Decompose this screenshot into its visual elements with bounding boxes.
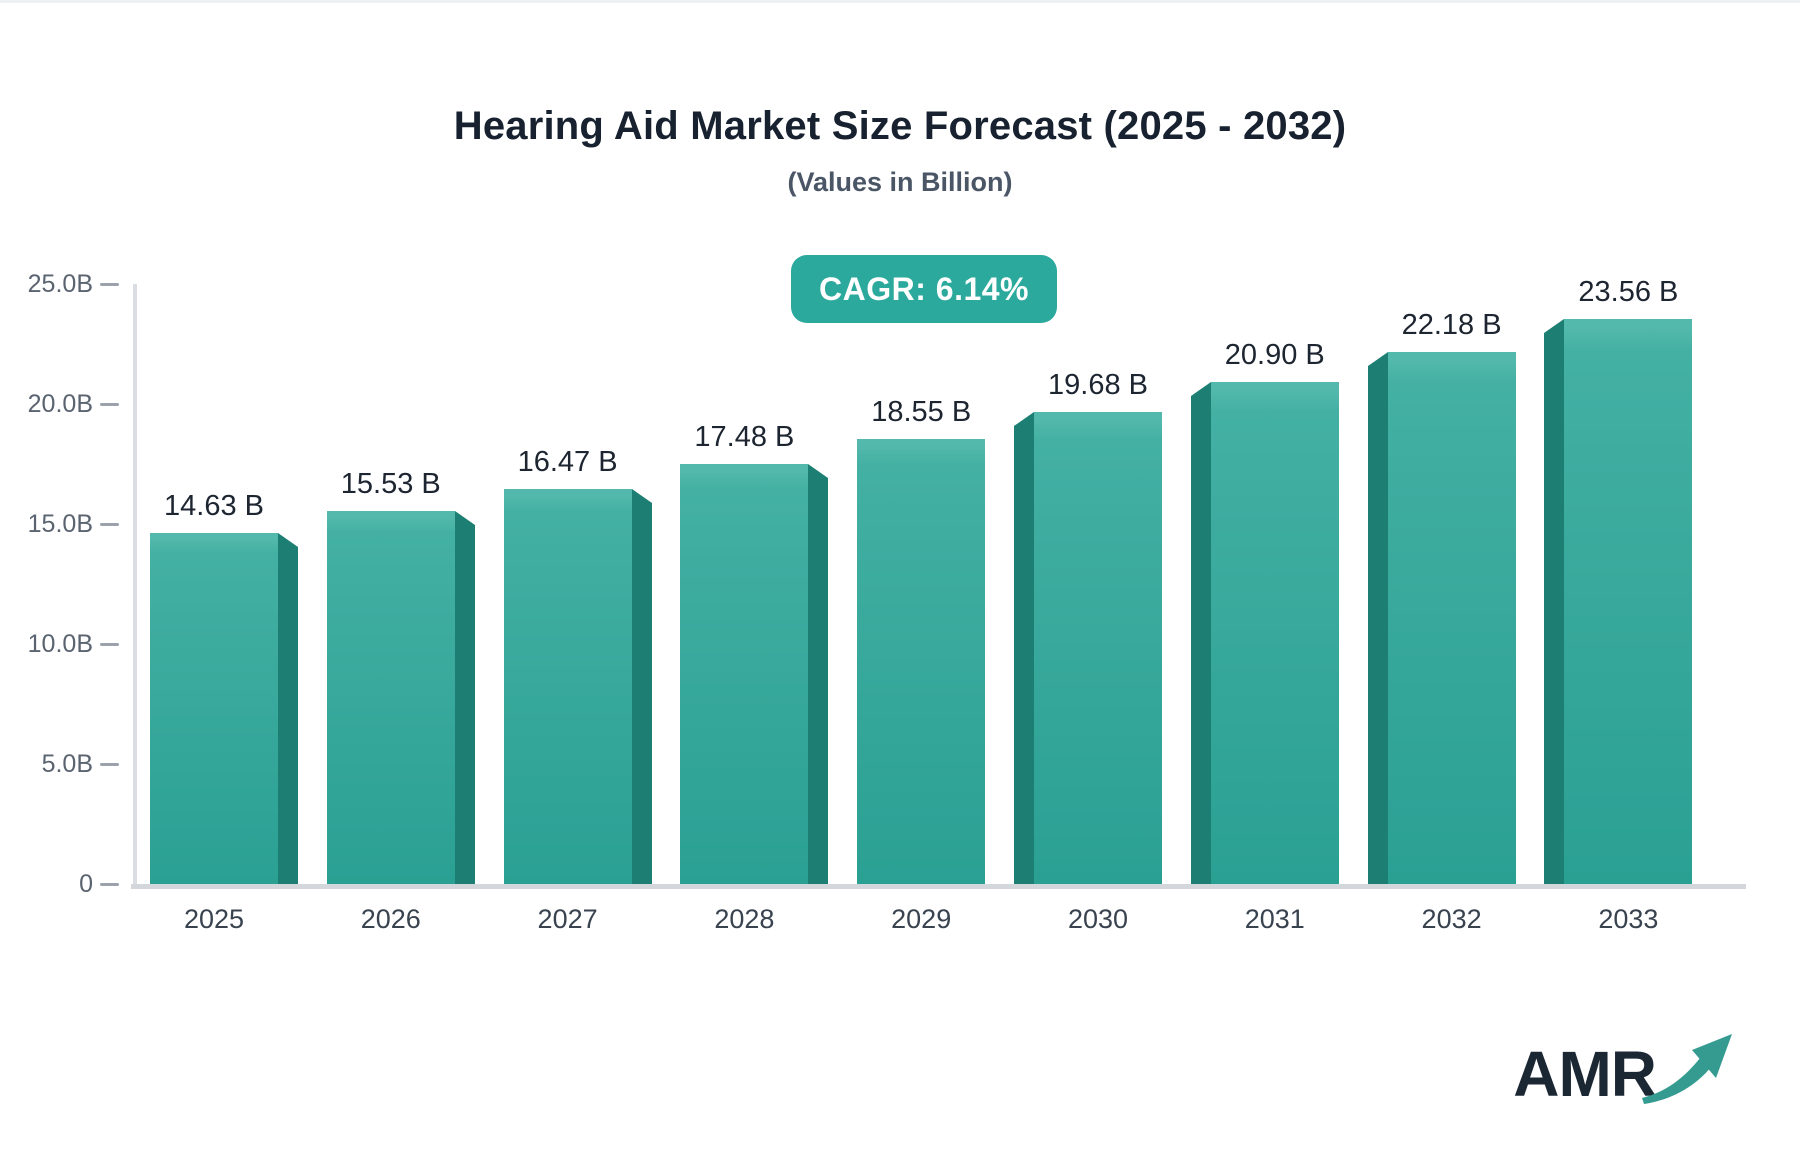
bar-side-face: [632, 489, 652, 884]
bar: [327, 511, 455, 884]
amr-logo: AMR: [1513, 1032, 1742, 1110]
growth-arrow-icon: [1642, 1034, 1732, 1104]
bar-value-label: 14.63 B: [164, 490, 264, 522]
bar: [1388, 352, 1516, 884]
y-tick-label: 25.0B: [27, 270, 93, 298]
y-tick-mark: [100, 642, 119, 646]
bar-value-label: 17.48 B: [694, 421, 795, 453]
y-tick-label: 15.0B: [27, 510, 93, 538]
x-axis-label: 2026: [360, 904, 421, 934]
cagr-badge: CAGR: 6.14%: [791, 255, 1057, 323]
bar-side-face: [1544, 319, 1564, 884]
cagr-badge-label: CAGR: 6.14%: [819, 270, 1029, 307]
x-axis-label: 2032: [1421, 904, 1482, 934]
bar: [857, 439, 985, 884]
bar: [1211, 382, 1339, 884]
bar-side-face: [1014, 412, 1034, 884]
bar-value-label: 15.53 B: [340, 468, 441, 500]
y-tick-label: 0: [79, 870, 93, 898]
bar-value-label: 22.18 B: [1401, 309, 1502, 341]
y-axis-line: [133, 284, 137, 889]
x-axis-label: 2030: [1067, 904, 1129, 934]
x-axis-line: [131, 884, 1746, 889]
y-tick-mark: [100, 762, 119, 766]
y-tick-mark: [100, 882, 119, 886]
y-tick-mark: [100, 402, 119, 406]
chart-title: Hearing Aid Market Size Forecast (2025 -…: [453, 104, 1347, 148]
bar: [680, 464, 808, 884]
bar-side-face: [455, 511, 475, 884]
bar: [150, 533, 278, 884]
bar-side-face: [1368, 352, 1388, 884]
bar: [504, 489, 632, 884]
amr-logo-text: AMR: [1513, 1038, 1657, 1110]
y-tick-label: 5.0B: [41, 750, 93, 778]
bar-value-label: 18.55 B: [871, 396, 972, 428]
y-tick-label: 10.0B: [27, 630, 93, 658]
x-axis-label: 2027: [537, 904, 598, 934]
bar-value-label: 23.56 B: [1578, 276, 1679, 308]
y-tick-mark: [100, 522, 119, 526]
y-tick-label: 20.0B: [27, 390, 93, 418]
bar-value-label: 20.90 B: [1224, 339, 1325, 371]
bar-side-face: [278, 533, 298, 884]
bar-value-label: 19.68 B: [1048, 369, 1148, 401]
page-top-border: [0, 0, 1800, 3]
bar: [1564, 319, 1692, 884]
y-tick-mark: [100, 282, 119, 286]
bar-side-face: [1191, 382, 1211, 884]
bar-value-label: 16.47 B: [517, 446, 618, 478]
x-axis-label: 2033: [1598, 904, 1659, 934]
bar-side-face: [808, 464, 828, 884]
chart-subtitle: (Values in Billion): [787, 167, 1013, 197]
x-axis-label: 2025: [183, 904, 245, 934]
x-axis-label: 2028: [714, 904, 775, 934]
x-axis-label: 2029: [891, 904, 952, 934]
bar: [1034, 412, 1162, 884]
x-axis-label: 2031: [1244, 904, 1305, 934]
